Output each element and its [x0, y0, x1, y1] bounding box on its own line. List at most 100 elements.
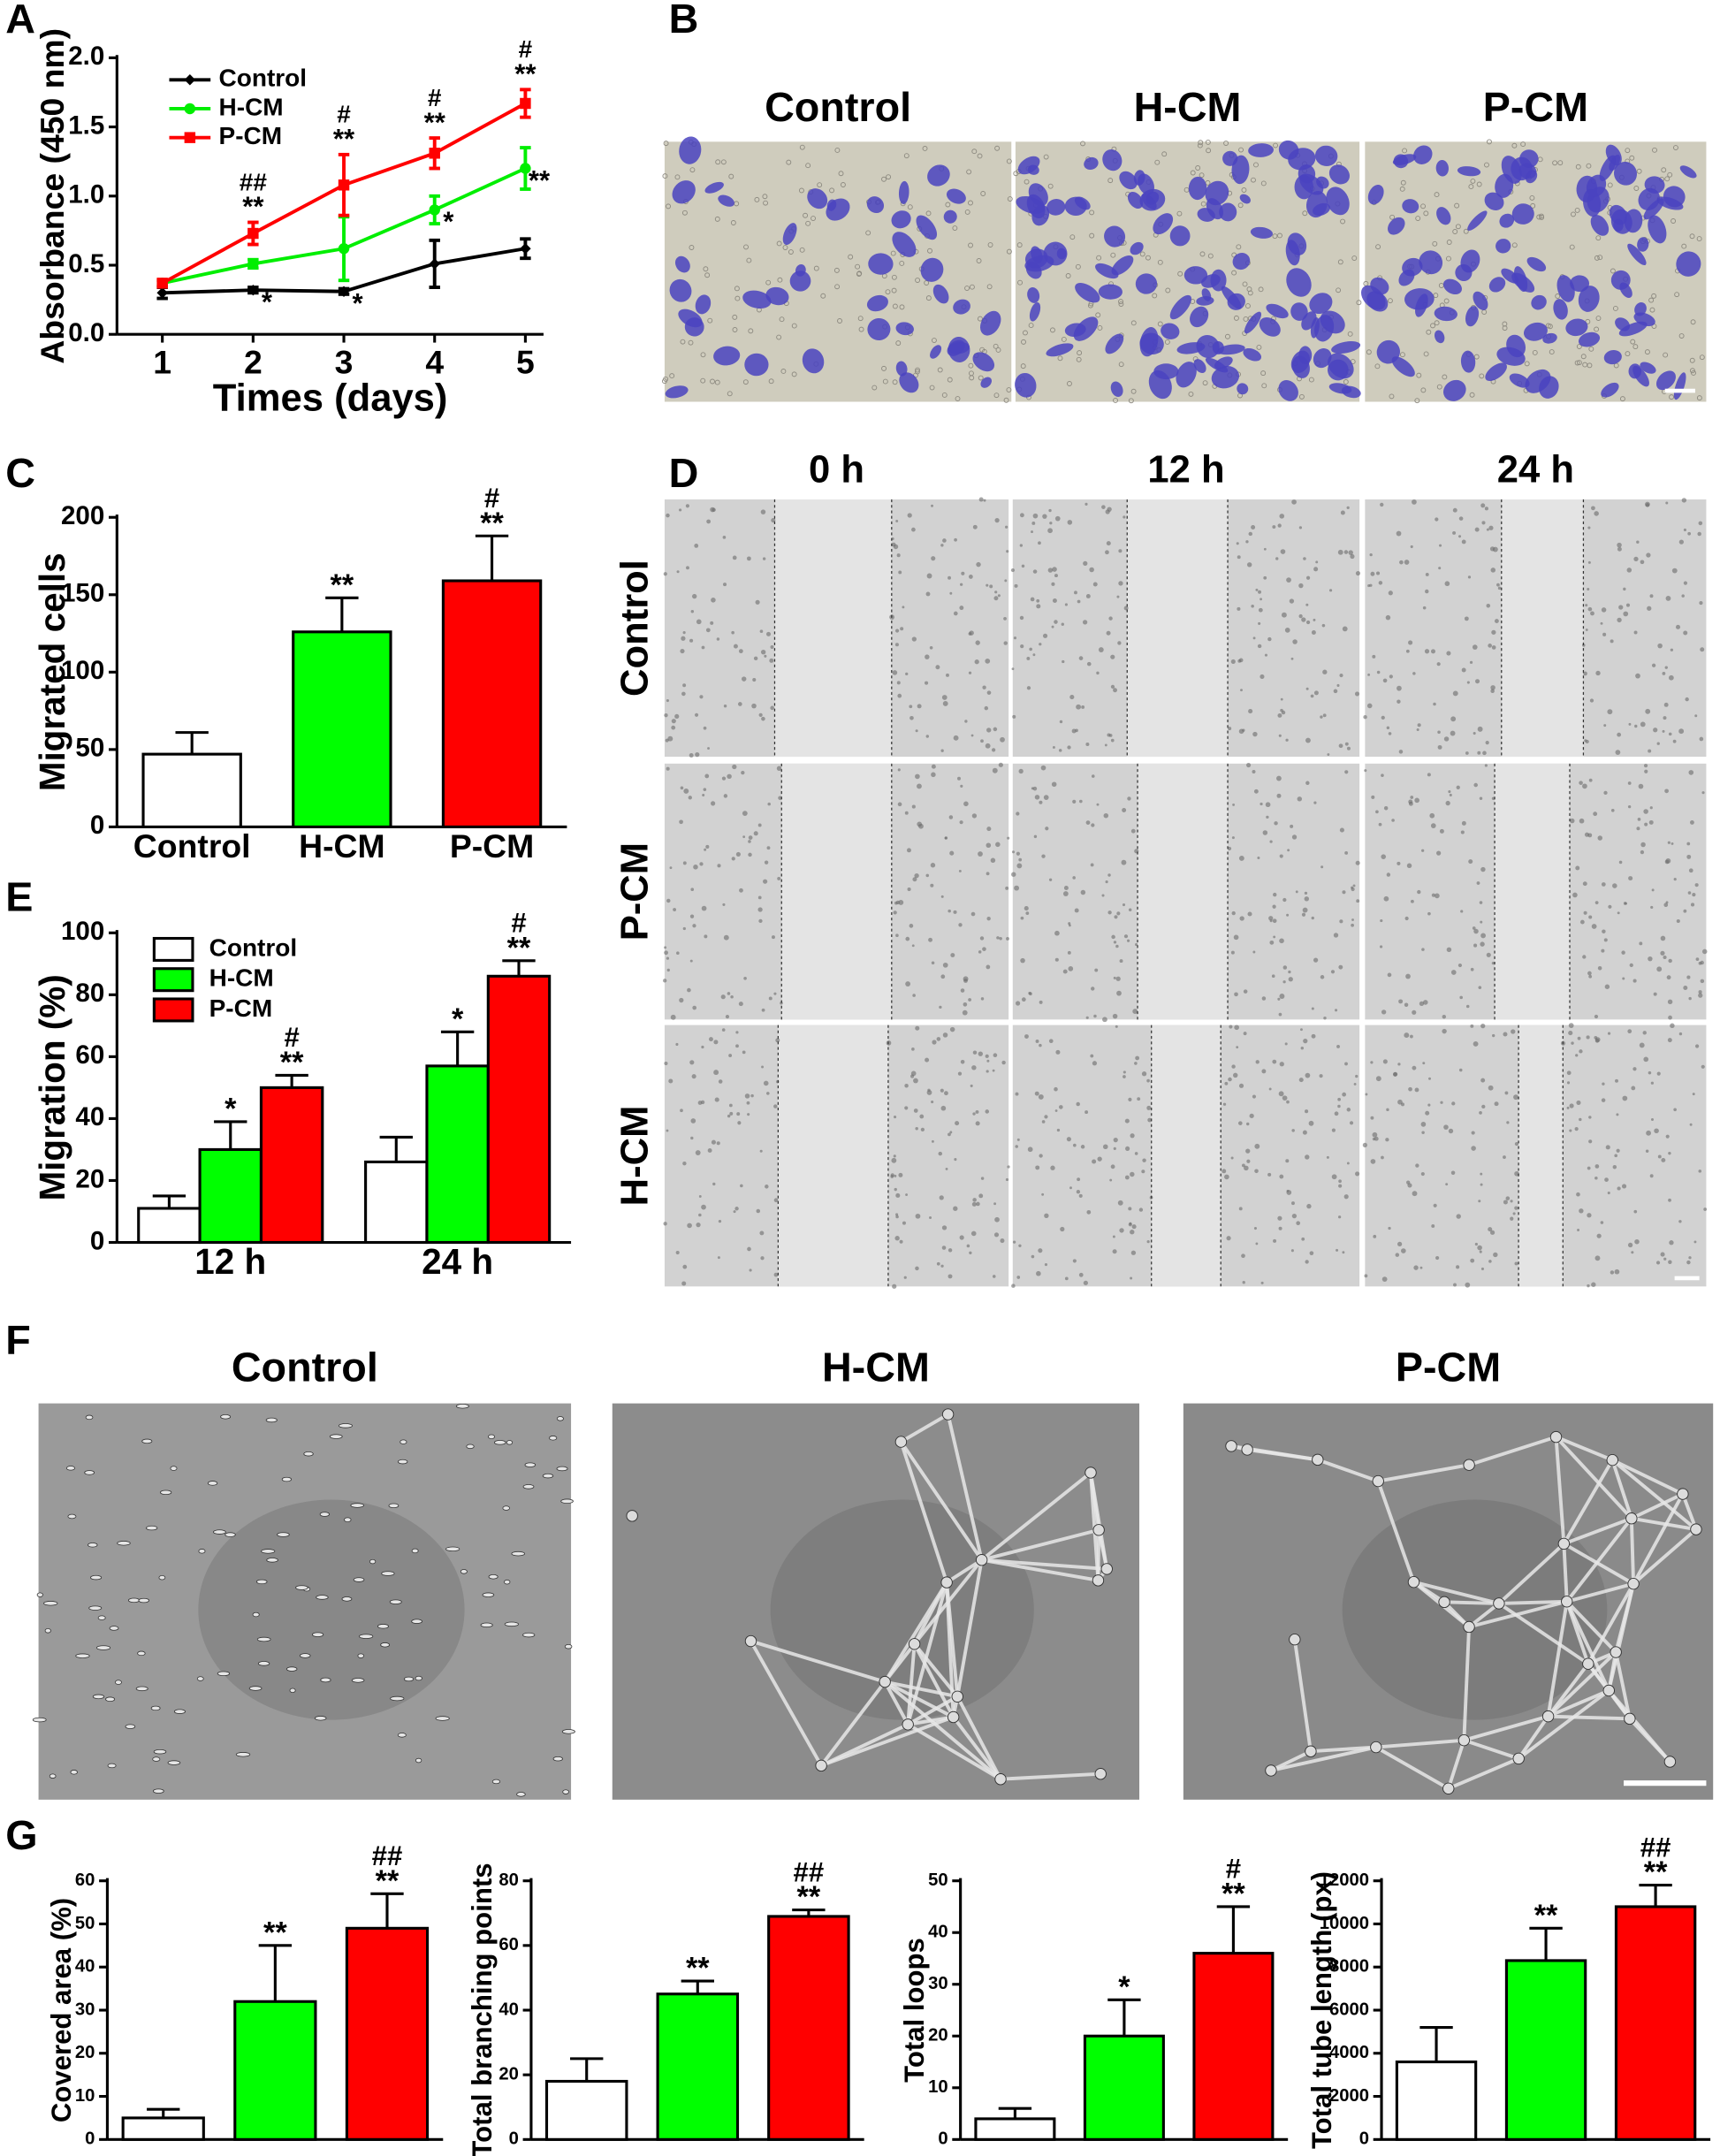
pore	[1043, 154, 1049, 160]
cell-dot	[1042, 514, 1047, 519]
node	[1372, 1474, 1384, 1488]
pore	[922, 146, 928, 151]
cell-dot	[1424, 649, 1430, 654]
cell-dot	[992, 1069, 995, 1072]
tube	[1447, 1756, 1519, 1791]
pore	[714, 379, 720, 385]
image-row-label: Control	[613, 560, 656, 697]
cell-dot	[1276, 775, 1282, 781]
cell-dot	[1258, 590, 1261, 594]
pore	[1164, 339, 1170, 345]
cell-dot	[942, 701, 948, 706]
cell-dot	[1646, 552, 1651, 558]
pore	[1663, 352, 1669, 358]
cell-dot	[1486, 603, 1491, 608]
bar	[1614, 1905, 1697, 2141]
stained-cell	[1285, 240, 1300, 266]
cell-dot	[1391, 819, 1395, 822]
pore	[1552, 160, 1558, 166]
cell-dot	[1231, 910, 1236, 916]
cell-dot	[1698, 961, 1702, 965]
cell-dot	[1281, 612, 1287, 618]
cell-dot	[986, 842, 992, 849]
y-tick-label: 20	[75, 2043, 95, 2062]
cell-dot	[1362, 1142, 1367, 1147]
cell-dot	[757, 907, 763, 912]
cell-dot	[704, 934, 708, 939]
cell-dot	[1260, 1281, 1264, 1284]
cell-dot	[1685, 697, 1689, 702]
point	[429, 204, 440, 216]
cell-dot	[1113, 976, 1116, 979]
node	[1100, 1563, 1113, 1575]
cell-dot	[1698, 993, 1703, 998]
cell-dot	[727, 992, 731, 995]
tube	[820, 1723, 909, 1768]
cell-dot	[984, 705, 989, 711]
cell-dot	[1257, 644, 1262, 649]
bar	[198, 1147, 263, 1245]
pore	[927, 248, 932, 254]
cell-dot	[1052, 598, 1057, 604]
pore	[937, 367, 943, 373]
stained-cell	[932, 284, 949, 304]
pore	[1165, 287, 1171, 293]
cell-dot	[761, 716, 765, 721]
cell-dot	[1257, 857, 1260, 860]
cell-dot	[940, 974, 946, 979]
pore	[1024, 179, 1030, 185]
significance-hash: ##	[794, 1856, 825, 1887]
cell-dot	[1601, 1098, 1606, 1102]
cell-dot	[1355, 860, 1360, 865]
cell	[415, 1675, 422, 1681]
pore	[865, 230, 871, 236]
cell-dot	[735, 1031, 739, 1034]
cell-dot	[1651, 888, 1655, 892]
pore	[1649, 307, 1655, 313]
tube	[819, 1680, 887, 1767]
cell-dot	[1583, 671, 1587, 676]
cell-dot	[1291, 1129, 1295, 1132]
cell-dot	[1266, 815, 1269, 819]
cell-dot	[1337, 1097, 1341, 1101]
cell-dot	[1422, 606, 1427, 610]
cell-dot	[1104, 743, 1107, 747]
cell-dot	[1311, 630, 1316, 635]
pore	[871, 385, 878, 391]
stained-cell	[866, 196, 885, 214]
cell-dot	[931, 772, 936, 778]
cell-dot	[1117, 1200, 1123, 1206]
cell-dot	[1643, 764, 1648, 768]
pore	[1347, 331, 1353, 337]
cell-dot	[1280, 549, 1286, 554]
pore	[700, 377, 706, 384]
pore	[1089, 210, 1095, 216]
tube	[749, 1640, 823, 1767]
cell-dot	[1031, 1254, 1035, 1259]
cell-dot	[1675, 624, 1681, 629]
cell-dot	[1602, 929, 1606, 933]
significance-hash: ##	[372, 1840, 403, 1871]
pore	[1096, 255, 1102, 261]
stained-cell	[1046, 199, 1066, 216]
cell-dot	[1419, 1001, 1425, 1007]
pore	[666, 203, 672, 210]
cell-dot	[1475, 679, 1480, 684]
y-tick-label: 30	[75, 2000, 95, 2019]
pore	[1006, 387, 1012, 393]
cell-dot	[1025, 911, 1030, 915]
cell-dot	[733, 1210, 736, 1214]
cell-dot	[1252, 769, 1256, 773]
cell-dot	[1663, 1257, 1667, 1261]
node	[1624, 1712, 1636, 1726]
cell-dot	[1480, 1078, 1486, 1083]
cell-dot	[1311, 916, 1314, 920]
pore	[776, 240, 782, 247]
cell-dot	[1389, 674, 1393, 679]
cell	[146, 1525, 158, 1531]
cell-dot	[925, 735, 930, 738]
cell-dot	[1322, 669, 1328, 674]
x-axis-label: Times (days)	[213, 377, 448, 419]
cell-dot	[935, 665, 940, 670]
stained-cell	[916, 215, 938, 240]
